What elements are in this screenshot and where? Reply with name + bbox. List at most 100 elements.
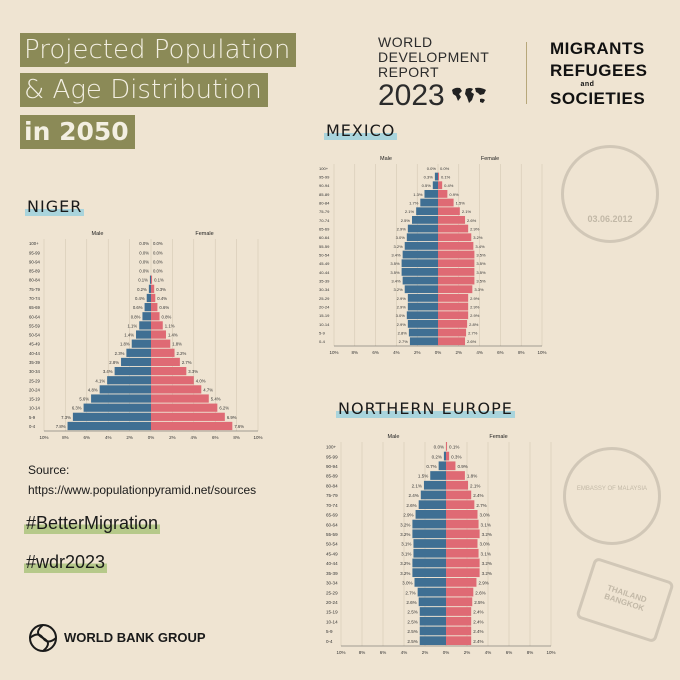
mexico-bar-female	[438, 233, 472, 242]
niger-value-female: 0.4%	[157, 296, 167, 301]
mexico-category-label: 60-64	[319, 235, 330, 240]
mexico-value-male: 2.7%	[399, 339, 409, 344]
northern-europe-legend-male: Male	[388, 434, 400, 440]
northern-europe-bar-female	[446, 558, 480, 568]
niger-value-female: 0.0%	[153, 259, 163, 264]
mexico-value-female: 3.4%	[475, 244, 485, 249]
mexico-bar-female	[438, 285, 473, 294]
mexico-bar-male	[401, 259, 438, 268]
northern-europe-value-male: 2.5%	[407, 639, 417, 644]
mexico-bar-female	[438, 259, 475, 268]
northern-europe-bar-male	[418, 500, 446, 510]
northern-europe-bar-male	[417, 587, 446, 597]
mexico-value-male: 0.5%	[422, 183, 432, 188]
niger-bar-male	[91, 394, 151, 403]
mexico-value-female: 2.9%	[470, 227, 480, 232]
niger-category-label: 15-19	[29, 397, 41, 402]
northern-europe-value-male: 3.1%	[401, 551, 411, 556]
niger-value-male: 3.4%	[103, 369, 113, 374]
northern-europe-bar-female	[446, 471, 465, 480]
northern-europe-tick-label: 8%	[359, 650, 366, 655]
mexico-value-female: 3.5%	[476, 270, 486, 275]
northern-europe-value-male: 2.5%	[407, 619, 417, 624]
northern-europe-bar-male	[423, 480, 446, 490]
northern-europe-value-female: 0.9%	[457, 464, 467, 469]
northern-europe-category-label: 55-59	[326, 532, 338, 537]
mexico-value-female: 0.9%	[449, 192, 459, 197]
niger-bar-male	[72, 412, 151, 421]
northern-europe-bar-female	[446, 529, 480, 539]
mexico-tick-label: 6%	[372, 350, 379, 355]
niger-value-female: 6.9%	[227, 415, 237, 420]
niger-bar-female	[151, 367, 187, 376]
mexico-value-female: 2.6%	[467, 218, 477, 223]
mexico-bar-female	[438, 302, 469, 311]
northern-europe-category-label: 40-44	[326, 561, 338, 566]
mexico-bar-female	[438, 198, 454, 207]
mexico-value-male: 3.4%	[391, 253, 401, 258]
mexico-category-label: 5-9	[319, 331, 326, 336]
northern-europe-category-label: 65-69	[326, 513, 338, 518]
niger-value-male: 4.8%	[88, 387, 98, 392]
mexico-category-label: 70-74	[319, 218, 330, 223]
mexico-bar-male	[424, 190, 438, 198]
northern-europe-legend-female: Female	[489, 434, 507, 440]
niger-value-male: 0.1%	[138, 278, 148, 283]
niger-value-male: 2.8%	[109, 360, 119, 365]
northern-europe-bar-male	[443, 451, 446, 461]
niger-bar-male	[148, 284, 151, 293]
niger-tick-label: 0%	[148, 435, 155, 440]
northern-europe-value-male: 2.1%	[412, 483, 422, 488]
northern-europe-value-female: 2.4%	[473, 639, 483, 644]
niger-value-female: 0.3%	[156, 287, 166, 292]
mexico-category-label: 25-29	[319, 296, 330, 301]
world-bank-logo: WORLD BANK GROUP	[28, 623, 206, 656]
source-label: Source:	[28, 463, 70, 477]
northern-europe-category-label: 25-29	[326, 590, 338, 595]
mexico-value-male: 3.4%	[391, 279, 401, 284]
mexico-category-label: 75-79	[319, 209, 330, 214]
source-url[interactable]: https://www.populationpyramid.net/source…	[28, 483, 257, 497]
niger-category-label: 60-64	[29, 314, 41, 319]
niger-bar-male	[83, 403, 151, 412]
niger-bar-female	[151, 376, 194, 385]
niger-bar-female	[151, 330, 166, 339]
northern-europe-bar-male	[419, 626, 446, 636]
mexico-bar-male	[434, 172, 438, 181]
world-map-icon	[451, 87, 486, 103]
niger-category-label: 90-94	[29, 259, 41, 264]
mexico-bar-male	[408, 328, 438, 337]
northern-europe-category-label: 20-24	[326, 600, 338, 605]
northern-europe-bar-female	[446, 607, 472, 616]
niger-category-label: 80-84	[29, 278, 41, 283]
northern-europe-value-male: 0.2%	[432, 454, 442, 459]
jordan-stamp-date: 03.06.2012	[587, 214, 633, 224]
niger-bar-male	[144, 303, 151, 312]
mrs-line-1: MIGRANTS	[550, 39, 645, 58]
northern-europe-value-male: 2.6%	[406, 600, 416, 605]
malaysia-stamp: EMBASSY OF MALAYSIA	[563, 447, 661, 545]
mexico-category-label: 30-34	[319, 287, 330, 292]
niger-value-male: 0.8%	[131, 314, 141, 319]
northern-europe-bar-female	[446, 442, 448, 451]
mexico-bar-male	[401, 268, 438, 276]
northern-europe-value-female: 2.4%	[473, 619, 483, 624]
northern-europe-bar-female	[446, 539, 478, 548]
niger-value-male: 7.8%	[56, 424, 66, 429]
mexico-bar-female	[438, 276, 475, 285]
northern-europe-bar-female	[446, 568, 480, 578]
mrs-logo: MIGRANTS REFUGEES and SOCIETIES	[550, 38, 648, 110]
world-bank-text: WORLD BANK GROUP	[64, 630, 206, 645]
mexico-value-female: 2.8%	[469, 322, 479, 327]
thailand-stamp: THAILAND BANGKOK	[575, 556, 675, 644]
mexico-bar-male	[406, 311, 438, 320]
hashtag-better-migration[interactable]: #BetterMigration	[24, 513, 161, 534]
wdr-line-2: DEVELOPMENT	[378, 49, 490, 65]
mexico-value-male: 3.0%	[396, 235, 406, 240]
hashtag-wdr2023[interactable]: #wdr2023	[24, 552, 108, 573]
mexico-value-male: 0.0%	[427, 166, 437, 171]
mexico-value-male: 2.8%	[398, 331, 408, 336]
niger-category-label: 45-49	[29, 342, 41, 347]
mexico-category-label: 85-89	[319, 192, 330, 197]
mexico-value-male: 3.2%	[393, 287, 403, 292]
